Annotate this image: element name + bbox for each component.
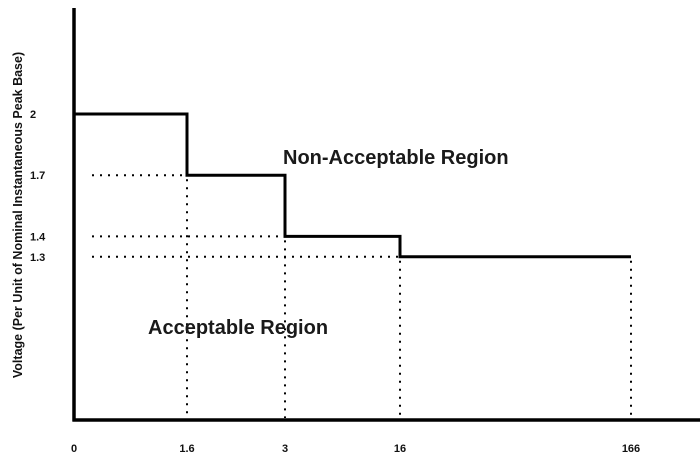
- x-tick-label: 0: [71, 443, 77, 455]
- y-tick-labels: 2 1.7 1.4 1.3: [30, 109, 46, 264]
- y-tick-label: 1.3: [30, 252, 45, 264]
- x-tick-label: 166: [622, 443, 640, 455]
- x-tick-label: 16: [394, 443, 406, 455]
- y-tick-label: 2: [30, 109, 36, 121]
- voltage-limit-step-line: [74, 112, 631, 259]
- y-tick-label: 1.4: [30, 231, 46, 243]
- x-tick-labels: 0 1.6 3 16 166: [71, 443, 640, 455]
- y-tick-label: 1.7: [30, 170, 45, 182]
- non-acceptable-region-label: Non-Acceptable Region: [283, 147, 509, 169]
- y-axis-label: Voltage (Per Unit of Nominal Instantaneo…: [11, 52, 25, 378]
- x-tick-label: 3: [282, 443, 288, 455]
- acceptable-region-label: Acceptable Region: [148, 317, 328, 339]
- dotted-guide-lines: [92, 174, 632, 418]
- x-tick-label: 1.6: [179, 443, 194, 455]
